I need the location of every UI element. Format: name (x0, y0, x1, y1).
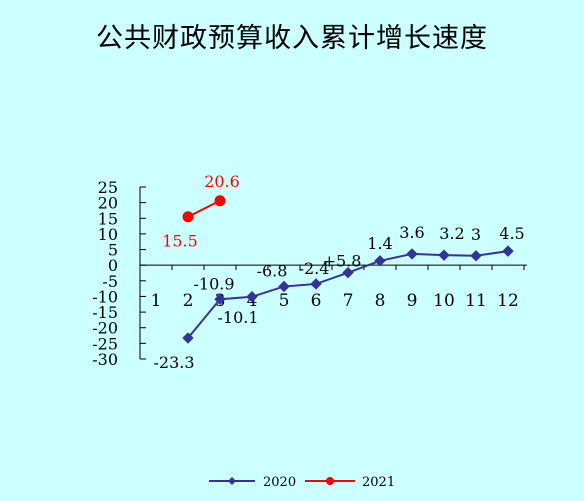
x-tick-label: 5 (279, 291, 290, 311)
y-tick-label: -25 (92, 334, 118, 353)
x-tick-label: 7 (343, 291, 354, 311)
data-point-2021 (214, 195, 226, 207)
x-tick-label: 10 (433, 291, 455, 311)
chart-title: 公共财政预算收入累计增长速度 (96, 23, 488, 54)
data-label-2021: 15.5 (162, 232, 198, 251)
data-point-2020 (438, 249, 450, 261)
data-point-2020 (374, 255, 386, 267)
data-point-2020 (214, 293, 226, 305)
legend-marker-2021 (326, 477, 334, 485)
y-tick-label: -30 (92, 350, 118, 369)
x-tick-label: 11 (465, 291, 487, 311)
y-tick-label: -5 (102, 272, 118, 291)
legend-label-2021: 2021 (362, 475, 395, 490)
y-tick-label: -15 (92, 303, 118, 322)
data-label-2020: 4.5 (499, 224, 524, 243)
y-tick-label: 0 (108, 256, 118, 275)
data-point-2020 (310, 278, 322, 290)
data-label-2020: 3 (471, 225, 481, 244)
x-tick-label: 8 (375, 291, 386, 311)
data-label-2020: -2.4 (299, 259, 330, 278)
y-tick-label: 5 (108, 241, 118, 260)
y-tick-label: 20 (98, 194, 118, 213)
x-tick-label: 6 (311, 291, 322, 311)
y-tick-label: 25 (98, 178, 118, 197)
y-tick-label: -10 (92, 287, 118, 306)
data-label-2020: -10.9 (193, 274, 234, 293)
x-tick-label: 2 (183, 291, 194, 311)
x-tick-label: 9 (407, 291, 418, 311)
data-label-2020: -6.8 (257, 261, 288, 280)
data-label-2020: +5.8 (323, 252, 362, 271)
data-point-2020 (470, 250, 482, 262)
data-label-2020: -10.1 (217, 308, 258, 327)
y-tick-label: 10 (98, 225, 118, 244)
data-label-2021: 20.6 (204, 172, 240, 191)
data-point-2021 (182, 211, 194, 223)
x-tick-label: 1 (151, 291, 162, 311)
data-label-2020: -23.3 (153, 353, 194, 372)
data-label-2020: 3.2 (439, 224, 464, 243)
legend-label-2020: 2020 (263, 475, 296, 490)
y-tick-label: 15 (98, 209, 118, 228)
data-label-2020: 3.6 (399, 223, 424, 242)
data-point-2020 (406, 248, 418, 260)
data-point-2020 (342, 266, 354, 279)
series-line-2021 (187, 199, 221, 218)
data-point-2020 (182, 332, 194, 344)
y-tick-label: -20 (92, 319, 118, 338)
data-point-2020 (278, 280, 290, 293)
data-point-2020 (502, 245, 514, 257)
data-label-2020: 1.4 (367, 234, 392, 253)
x-tick-label: 12 (497, 291, 519, 311)
data-point-2020 (246, 291, 258, 303)
legend-marker-2020 (228, 477, 236, 485)
